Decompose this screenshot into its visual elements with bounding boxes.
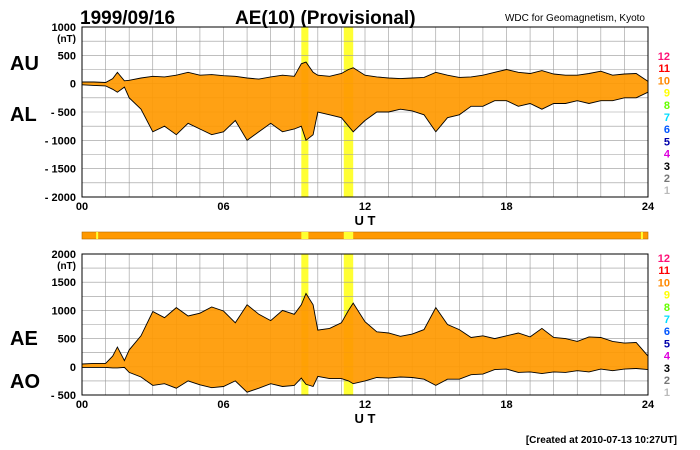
status-bar-highlight xyxy=(343,232,354,239)
x-tick-label: 12 xyxy=(359,201,371,213)
y-tick-label: - 500 xyxy=(51,390,76,402)
x-tick-label: 18 xyxy=(500,201,512,213)
y-tick-label: 1000 xyxy=(52,22,76,34)
al-label: AL xyxy=(10,104,37,126)
x-tick-label: 06 xyxy=(217,399,229,411)
station-count-label: 2 xyxy=(664,375,670,387)
ao-label: AO xyxy=(10,371,40,393)
y-tick-label: - 1500 xyxy=(45,164,76,176)
al-line xyxy=(81,84,649,142)
station-count-label: 6 xyxy=(664,124,670,136)
station-count-label: 11 xyxy=(658,265,670,277)
station-count-label: 3 xyxy=(664,363,670,375)
station-count-label: 4 xyxy=(664,149,671,161)
y-tick-label: 0 xyxy=(70,362,76,374)
station-count-label: 9 xyxy=(664,290,670,302)
station-count-label: 4 xyxy=(664,351,671,363)
ae-line xyxy=(81,292,649,365)
date-title: 1999/09/16 xyxy=(80,8,175,29)
x-tick-label: 12 xyxy=(359,399,371,411)
station-count-label: 3 xyxy=(664,161,670,173)
status-bar-tick xyxy=(96,232,99,239)
y-tick-label: 1000 xyxy=(52,305,76,317)
station-count-label: 6 xyxy=(664,326,670,338)
y-tick-label: - 500 xyxy=(51,107,76,119)
y-tick-label: 1500 xyxy=(52,277,76,289)
station-count-label: 7 xyxy=(664,112,670,124)
x-tick-label: 00 xyxy=(76,201,88,213)
station-count-label: 5 xyxy=(664,338,670,350)
ae-ao-area xyxy=(82,293,648,393)
station-count-label: 8 xyxy=(664,302,670,314)
station-count-label: 11 xyxy=(658,63,670,75)
station-count-label: 10 xyxy=(658,75,670,87)
x-tick-label: 06 xyxy=(217,201,229,213)
ae-ao-plot-frame xyxy=(81,253,649,396)
station-count-label: 12 xyxy=(658,253,670,265)
y-tick-label: - 1000 xyxy=(45,135,76,147)
au-al-unit: (nT) xyxy=(57,34,76,45)
au-line xyxy=(82,61,649,83)
y-tick-label: 500 xyxy=(58,334,76,346)
ae-ao-unit: (nT) xyxy=(57,261,76,272)
x-tick-label: 18 xyxy=(500,399,512,411)
station-count-label: 1 xyxy=(664,185,670,197)
station-count-label: 7 xyxy=(664,314,670,326)
ae-label: AE xyxy=(10,328,38,350)
station-status-bar xyxy=(81,231,649,240)
x-tick-label: 24 xyxy=(642,399,655,411)
status-bar-highlight xyxy=(301,232,309,239)
au-al-area xyxy=(82,62,648,141)
x-tick-label: 24 xyxy=(642,201,655,213)
station-count-label: 2 xyxy=(664,173,670,185)
ae-ao-x-axis-label: U T xyxy=(355,411,376,426)
y-tick-label: 0 xyxy=(70,79,76,91)
ao-line xyxy=(82,366,649,393)
au-al-x-axis-label: U T xyxy=(355,213,376,228)
chart-title: AE(10) (Provisional) xyxy=(235,8,416,29)
station-count-label: 12 xyxy=(658,51,670,63)
status-bar-tick xyxy=(640,232,643,239)
station-count-label: 8 xyxy=(664,100,670,112)
status-bar-background xyxy=(81,231,649,240)
au-label: AU xyxy=(10,53,39,75)
created-timestamp: [Created at 2010-07-13 10:27UT] xyxy=(526,435,677,446)
station-count-label: 10 xyxy=(658,277,670,289)
x-tick-label: 00 xyxy=(76,399,88,411)
source-label: WDC for Geomagnetism, Kyoto xyxy=(505,13,645,24)
station-count-label: 5 xyxy=(664,136,670,148)
y-tick-label: - 2000 xyxy=(45,192,76,204)
y-tick-label: 500 xyxy=(58,50,76,62)
station-count-label: 9 xyxy=(664,88,670,100)
station-count-label: 1 xyxy=(664,387,670,399)
y-tick-label: 2000 xyxy=(52,249,76,261)
au-al-plot-frame xyxy=(81,26,649,198)
